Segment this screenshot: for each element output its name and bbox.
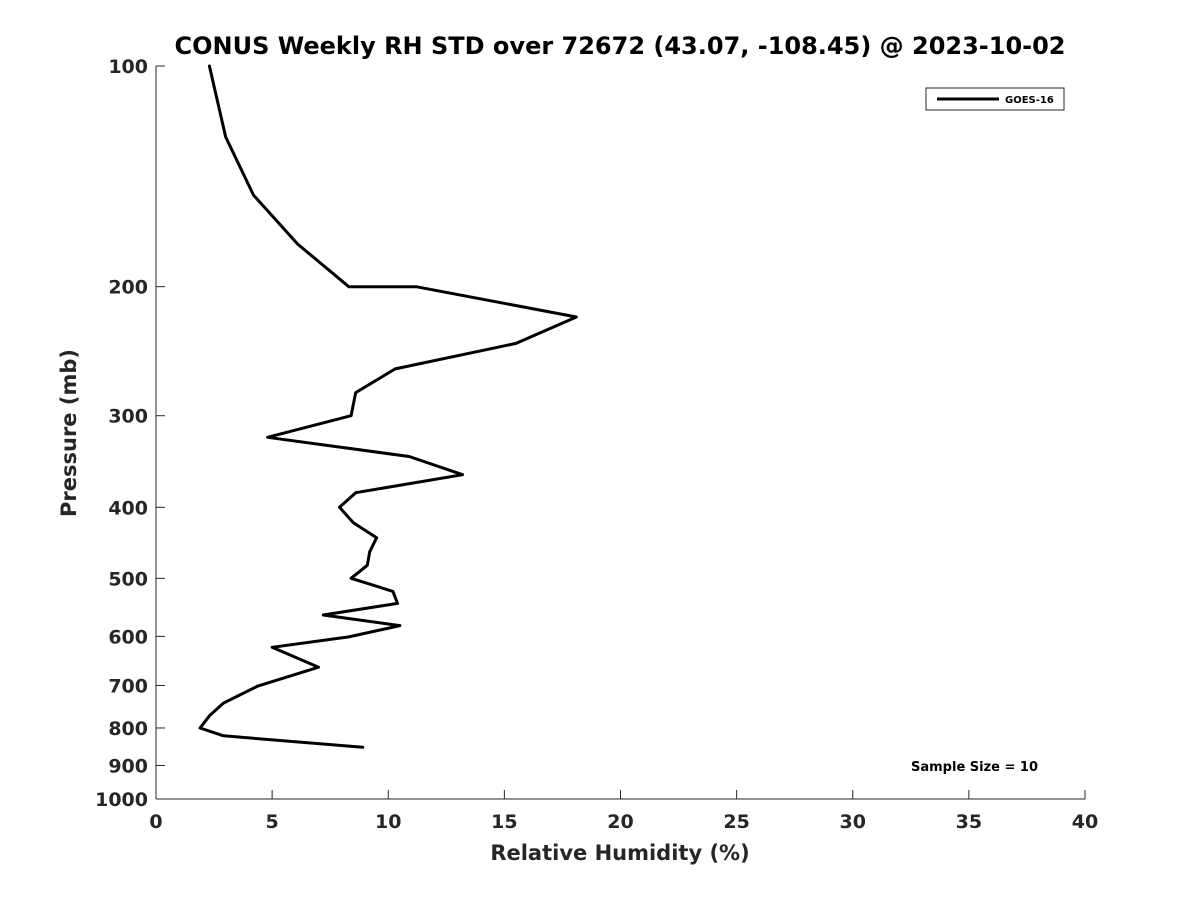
y-tick-label: 100 (108, 56, 148, 78)
sample-size-annotation: Sample Size = 10 (911, 760, 1038, 775)
y-tick-label: 600 (108, 626, 148, 648)
series-layer (198, 64, 578, 749)
y-tick-label: 1000 (95, 789, 148, 811)
x-tick-label: 20 (607, 811, 633, 833)
x-tick-label: 0 (149, 811, 162, 833)
series-line-goes-16 (198, 64, 578, 749)
y-tick-label: 700 (108, 675, 148, 697)
legend: GOES-16 (925, 87, 1065, 111)
x-axis-label: Relative Humidity (%) (490, 841, 749, 865)
x-axis-ticks: 0 5 10 15 20 25 30 35 40 (149, 790, 1098, 833)
legend-label-goes-16: GOES-16 (1005, 95, 1054, 106)
x-tick-label: 5 (266, 811, 279, 833)
y-tick-label: 500 (108, 568, 148, 590)
chart-title: CONUS Weekly RH STD over 72672 (43.07, -… (174, 32, 1065, 60)
x-tick-label: 40 (1072, 811, 1098, 833)
x-tick-label: 30 (840, 811, 866, 833)
y-tick-label: 900 (108, 755, 148, 777)
plot-area (156, 66, 1085, 799)
x-tick-label: 35 (956, 811, 982, 833)
y-tick-label: 200 (108, 277, 148, 299)
y-axis-label: Pressure (mb) (57, 349, 81, 517)
x-tick-label: 10 (375, 811, 401, 833)
y-tick-label: 800 (108, 718, 148, 740)
y-tick-label: 400 (108, 497, 148, 519)
x-tick-label: 25 (723, 811, 749, 833)
y-tick-label: 300 (108, 406, 148, 428)
y-axis-ticks: 100 200 300 400 500 600 700 800 900 1000 (95, 56, 165, 811)
x-tick-label: 15 (491, 811, 517, 833)
